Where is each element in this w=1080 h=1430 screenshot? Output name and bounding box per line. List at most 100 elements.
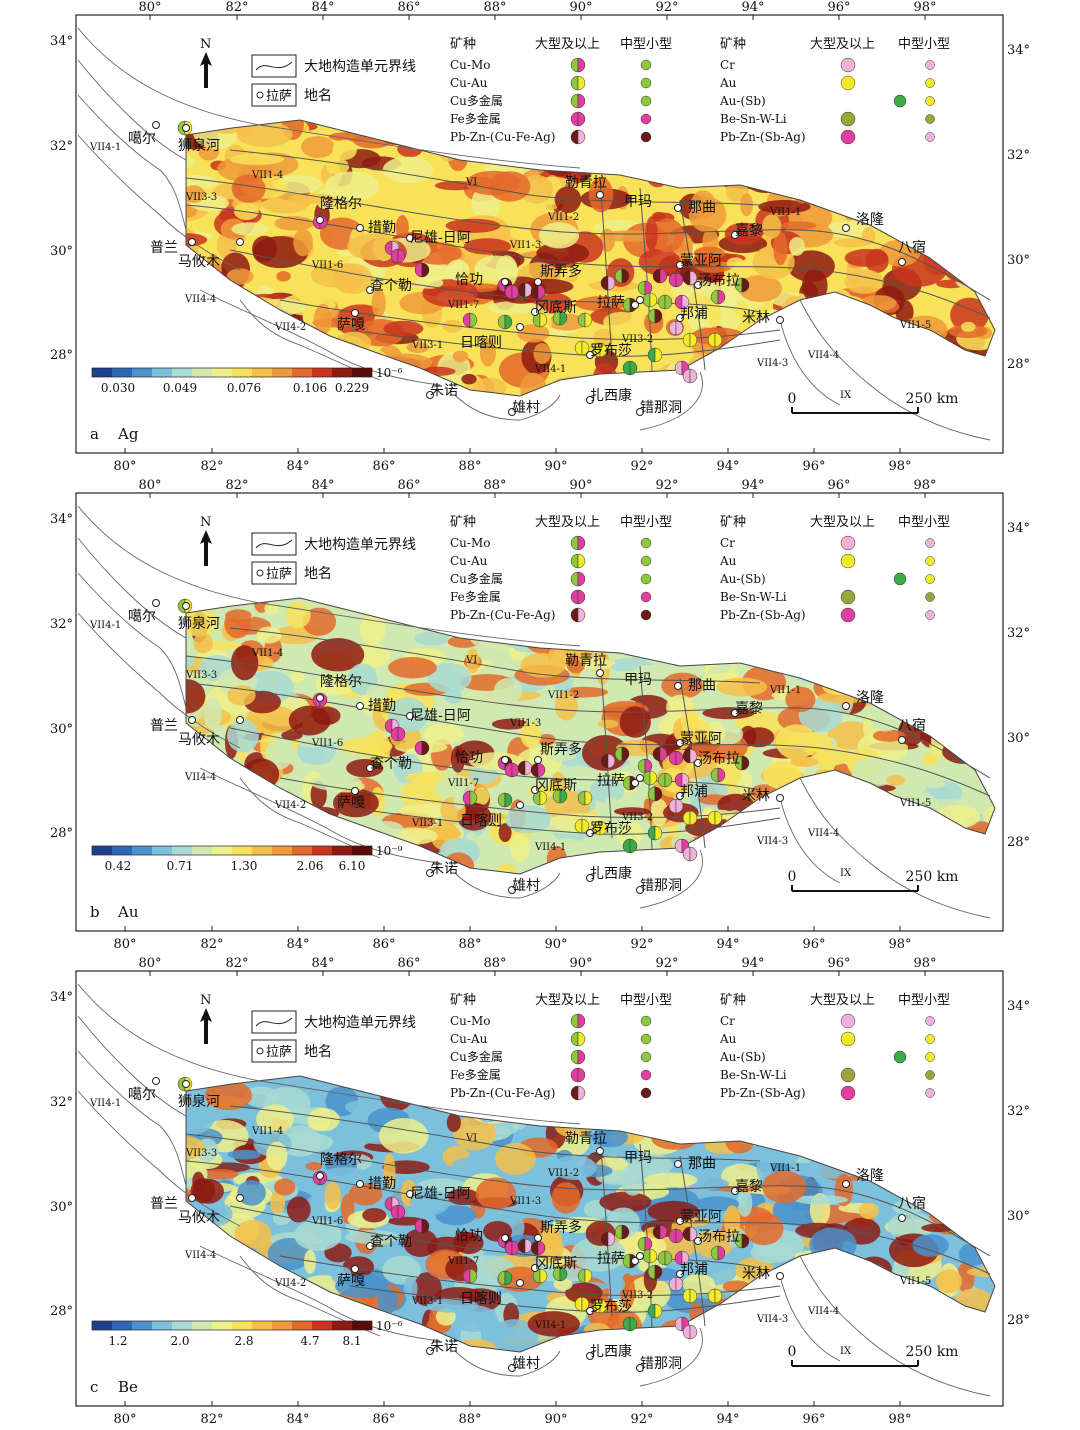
tectonic-boundary-line [185, 1160, 991, 1275]
tectonic-boundary-line [454, 1350, 561, 1377]
tectonic-unit-label: VI [465, 1133, 477, 1144]
latitude-tick-label-left: 32° [50, 139, 73, 154]
deposit-symbol [668, 750, 684, 766]
deposit-half [689, 810, 698, 826]
longitude-tick-label-top: 98° [913, 478, 936, 493]
tectonic-boundary-line [77, 94, 187, 231]
place-name-label: 马攸木 [178, 1210, 220, 1226]
deposit-half [657, 772, 666, 788]
anomaly-blob [227, 1149, 261, 1160]
deposit-half [504, 792, 513, 808]
place-marker [182, 602, 190, 610]
deposit-half [674, 772, 683, 788]
anomaly-blob [233, 202, 259, 221]
deposit-half [622, 1316, 631, 1332]
place-marker [356, 224, 364, 232]
deposit-symbol [682, 1288, 698, 1304]
anomaly-blob [297, 736, 328, 748]
deposit-half [390, 1204, 399, 1220]
longitude-tick-label-top: 80° [138, 478, 161, 493]
anomaly-blob [647, 1200, 700, 1222]
deposit-symbol [682, 748, 698, 764]
legend-deposit-type: Cu-Mo [450, 1014, 490, 1028]
place-marker [351, 309, 359, 317]
anomaly-blob [345, 1230, 400, 1244]
place-marker [694, 281, 702, 289]
deposit-half [592, 820, 601, 836]
panel-element: Au [117, 903, 139, 921]
latitude-tick-label-right: 32° [1007, 626, 1030, 641]
legend-place-swatch [251, 83, 297, 107]
legend-deposit-large [840, 75, 856, 91]
deposit-symbol [504, 284, 520, 300]
place-marker [426, 391, 434, 399]
legend-deposit-small [640, 59, 652, 71]
deposit-half [577, 1268, 586, 1284]
place-name-label: 米林 [742, 1266, 770, 1282]
place-marker [731, 709, 739, 717]
anomaly-blob [395, 215, 409, 241]
deposit-half [599, 1298, 608, 1314]
place-name-label: 日喀则 [460, 335, 502, 351]
legend-deposit-large [840, 553, 856, 569]
deposit-symbol [734, 755, 750, 771]
deposit-half [734, 755, 743, 771]
anomaly-blob [693, 246, 725, 260]
place-marker [152, 1077, 160, 1085]
legend-place-sample: 拉萨 [266, 567, 292, 582]
anomaly-blob [680, 706, 699, 735]
place-name-label: 甲玛 [624, 194, 652, 210]
anomaly-blob [593, 328, 614, 347]
place-marker [586, 396, 594, 404]
legend-deposit-small [640, 131, 652, 143]
anomaly-blob [293, 228, 313, 257]
anomaly-blob [510, 833, 530, 862]
deposit-half [682, 810, 691, 826]
legend-deposit-large [840, 1085, 856, 1101]
colorbar-frame [91, 367, 373, 378]
longitude-tick-label-top: 94° [741, 0, 764, 15]
tectonic-unit-label: VII1-5 [899, 320, 931, 331]
legend-deposit-type: Pb-Zn-(Sb-Ag) [720, 130, 806, 144]
deposit-half [654, 1264, 663, 1280]
anomaly-blob [371, 289, 386, 318]
legend-deposit-large [577, 75, 586, 91]
deposit-half [469, 790, 478, 806]
legend-deposit-large [840, 607, 856, 623]
colorbar-segment [152, 846, 172, 855]
deposit-symbol [674, 772, 690, 788]
anomaly-blob [466, 648, 480, 674]
deposit-half [621, 268, 630, 284]
anomaly-blob [650, 798, 668, 827]
deposit-half [622, 360, 631, 376]
deposit-half [574, 340, 583, 356]
legend-deposit-type: Cu-Mo [450, 58, 490, 72]
longitude-tick-label-top: 96° [827, 478, 850, 493]
deposit-symbol [647, 347, 663, 363]
colorbar-tick-label: 2.8 [234, 1334, 253, 1348]
deposit-half [668, 1276, 677, 1292]
anomaly-blob [575, 296, 628, 312]
deposit-half [682, 1226, 691, 1242]
deposit-symbol [734, 277, 750, 293]
deposit-symbol [647, 1303, 663, 1319]
legend-deposit-small [640, 537, 652, 549]
longitude-tick-label-top: 82° [225, 0, 248, 15]
legend-deposit-small [640, 113, 652, 125]
deposit-half [559, 1266, 568, 1282]
anomaly-blob [203, 697, 222, 730]
legend-deposit-large [893, 1050, 907, 1064]
legend-deposit-large [570, 1085, 579, 1101]
colorbar-tick-label: 1.30 [231, 859, 258, 873]
anomaly-blob [844, 269, 884, 294]
colorbar-tick-label: 0.106 [293, 381, 327, 395]
place-marker [508, 886, 516, 894]
deposit-symbol [622, 1316, 638, 1332]
place-name-label: 那曲 [688, 200, 716, 216]
longitude-tick-label-bottom: 88° [458, 459, 481, 474]
place-name-label: 甲玛 [624, 672, 652, 688]
anomaly-blob [186, 156, 195, 169]
tectonic-boundary-line [77, 505, 581, 647]
deposit-half [668, 1228, 677, 1244]
place-marker [152, 599, 160, 607]
